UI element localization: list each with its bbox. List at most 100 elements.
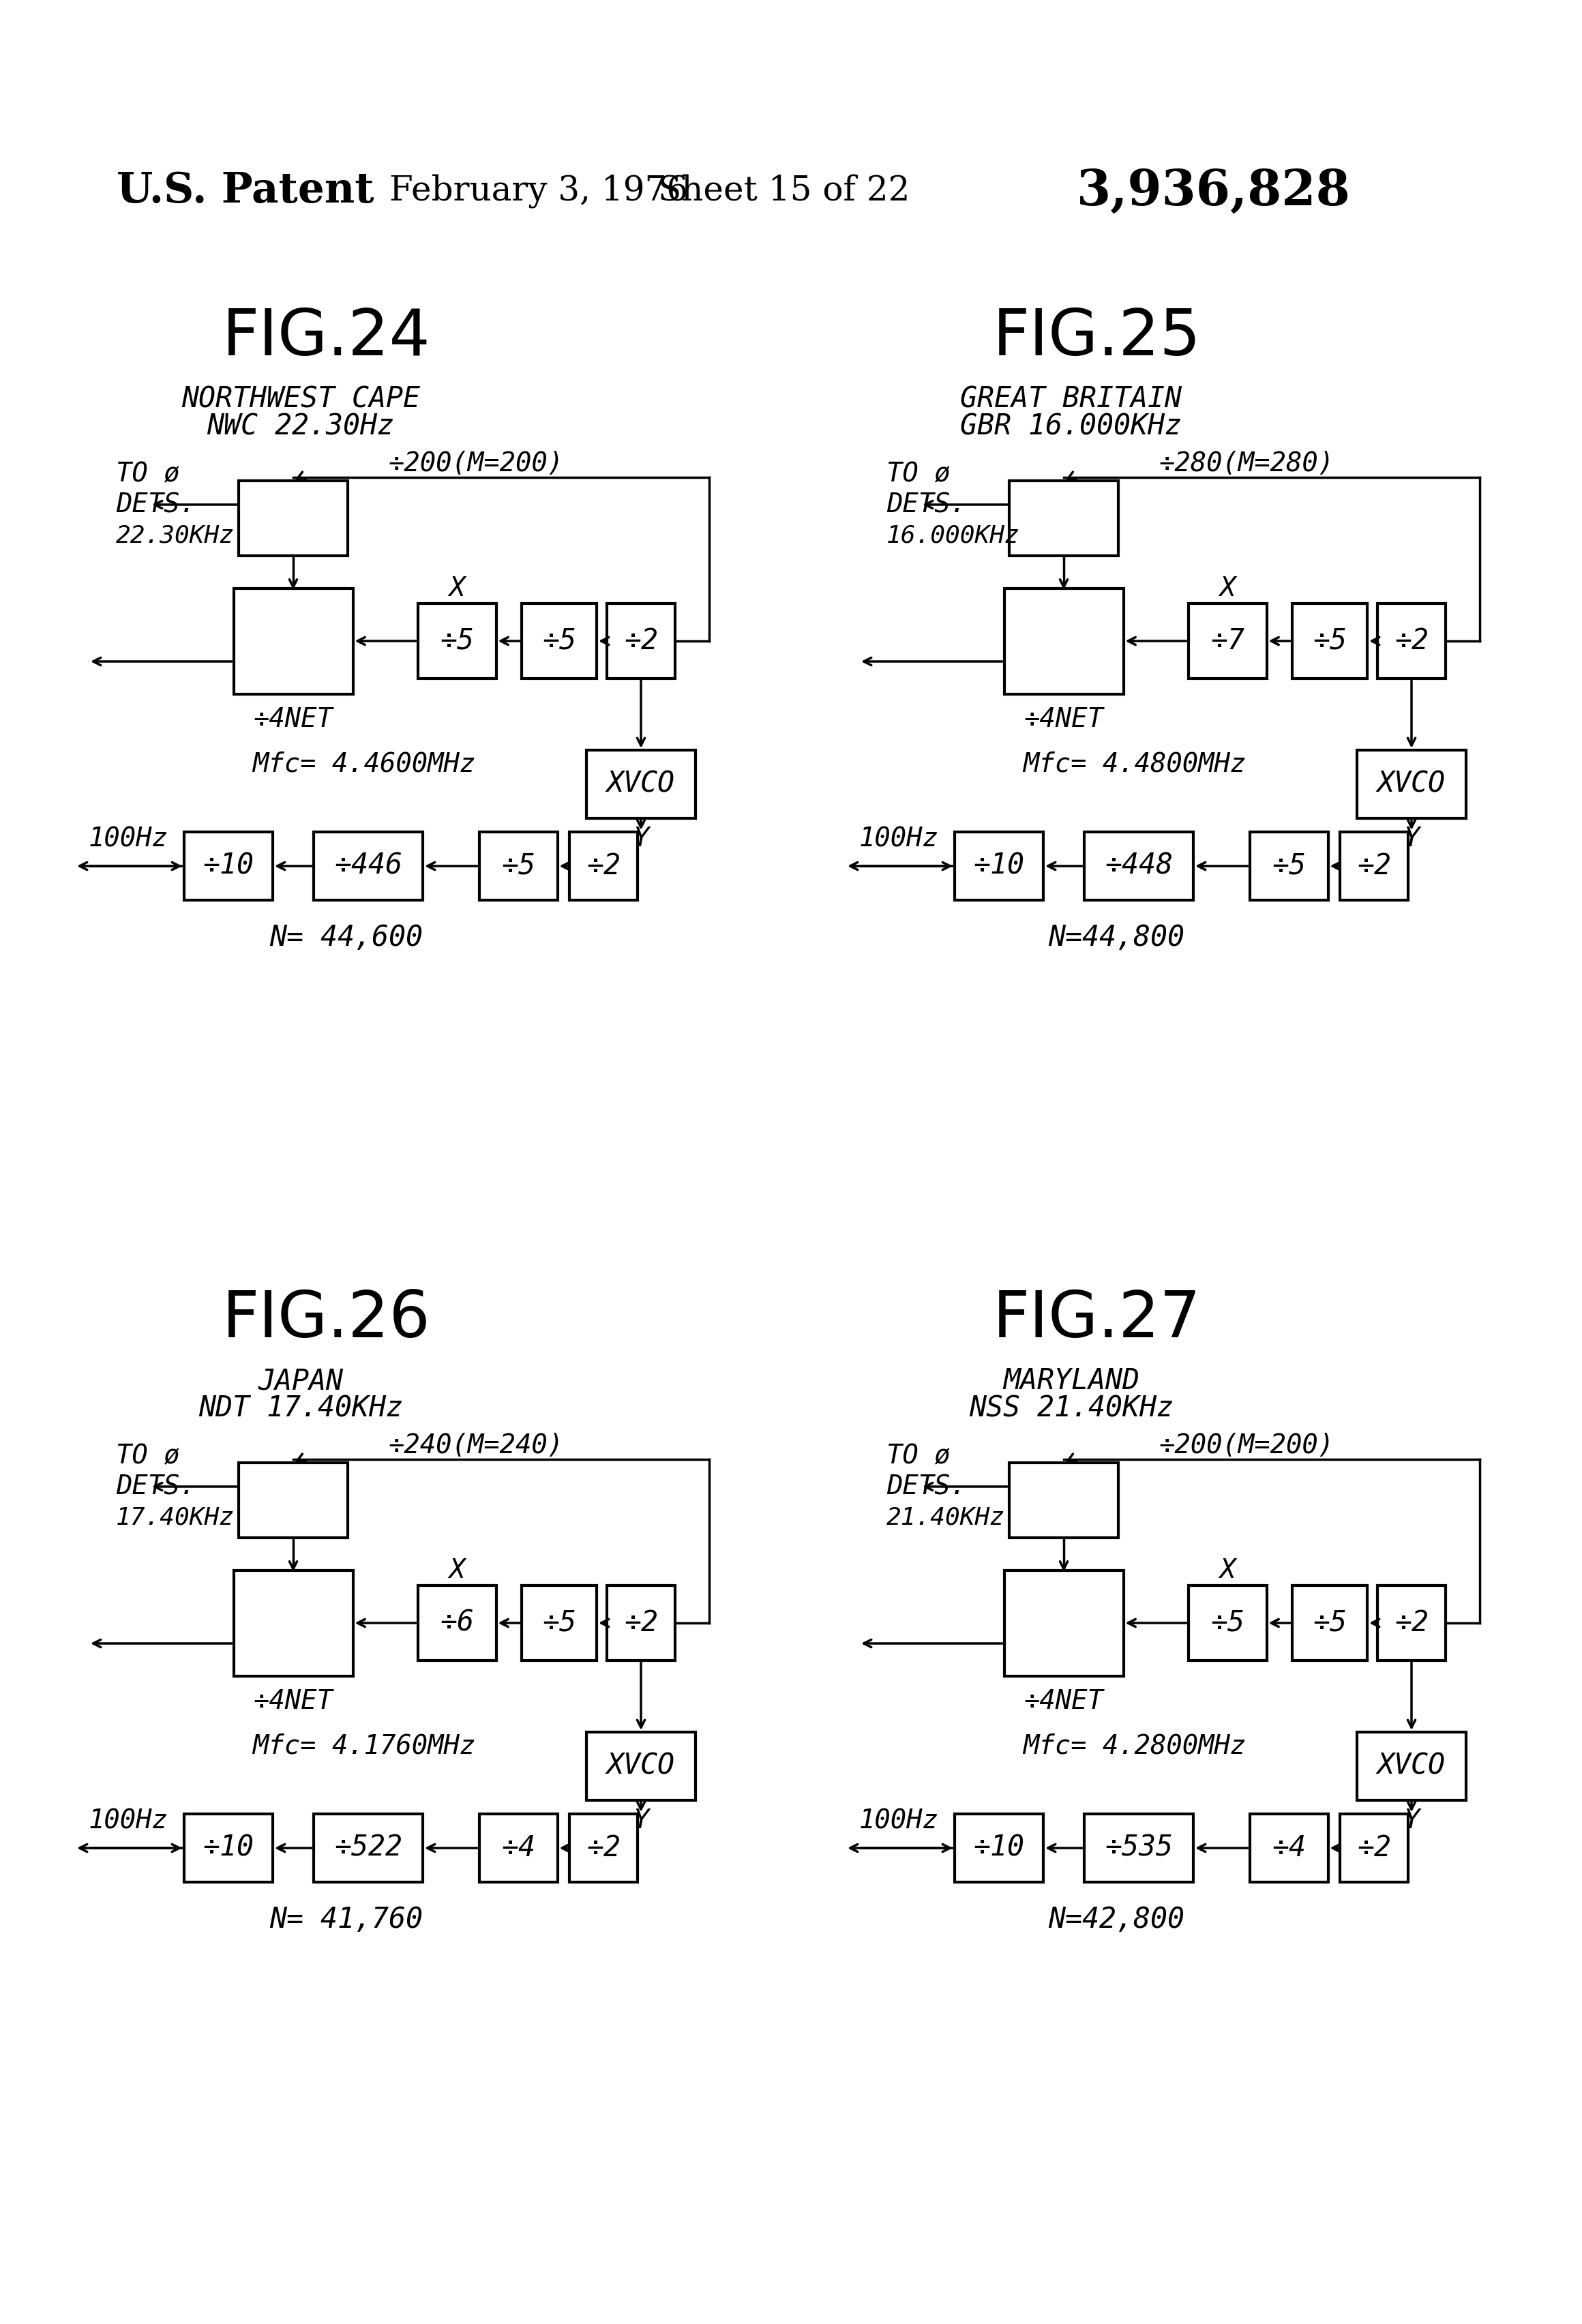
FancyBboxPatch shape <box>522 1585 596 1659</box>
Text: ÷5: ÷5 <box>1272 851 1305 881</box>
Text: MARYLAND: MARYLAND <box>1003 1367 1139 1394</box>
FancyBboxPatch shape <box>1357 1731 1467 1801</box>
Text: TO ø: TO ø <box>886 1443 951 1469</box>
Text: ÷200(M=200): ÷200(M=200) <box>1158 1432 1334 1459</box>
FancyBboxPatch shape <box>184 832 272 899</box>
Text: N=44,800: N=44,800 <box>1049 923 1185 953</box>
Text: 100Hz: 100Hz <box>859 825 938 851</box>
Text: ÷200(M=200): ÷200(M=200) <box>388 451 563 476</box>
Text: FIG.24: FIG.24 <box>223 307 430 370</box>
FancyBboxPatch shape <box>479 1815 557 1882</box>
Text: X: X <box>449 576 465 602</box>
Text: 100Hz: 100Hz <box>89 825 168 851</box>
Text: ÷10: ÷10 <box>202 851 255 881</box>
Text: FIG.26: FIG.26 <box>223 1287 430 1350</box>
Text: ÷280(M=280): ÷280(M=280) <box>1158 451 1334 476</box>
Text: NWC 22.30Hz: NWC 22.30Hz <box>207 411 394 442</box>
Text: ÷2: ÷2 <box>623 1608 658 1638</box>
FancyBboxPatch shape <box>587 1731 696 1801</box>
Text: Y: Y <box>1403 825 1419 851</box>
FancyBboxPatch shape <box>1188 1585 1267 1659</box>
Text: Mfc= 4.2800MHz: Mfc= 4.2800MHz <box>1024 1734 1247 1759</box>
Text: ÷2: ÷2 <box>587 851 620 881</box>
Text: NDT 17.40KHz: NDT 17.40KHz <box>198 1394 403 1422</box>
FancyBboxPatch shape <box>313 832 422 899</box>
FancyBboxPatch shape <box>1084 1815 1193 1882</box>
FancyBboxPatch shape <box>234 1571 353 1676</box>
Text: ÷10: ÷10 <box>973 1834 1025 1862</box>
Text: ÷6: ÷6 <box>440 1608 475 1638</box>
FancyBboxPatch shape <box>1009 1462 1118 1538</box>
Text: ÷4: ÷4 <box>1272 1834 1305 1862</box>
Text: 22.30KHz: 22.30KHz <box>115 523 234 546</box>
Text: ÷5: ÷5 <box>543 627 576 655</box>
Text: XVCO: XVCO <box>607 769 676 799</box>
Text: ÷5: ÷5 <box>1313 1608 1346 1638</box>
Text: Mfc= 4.4800MHz: Mfc= 4.4800MHz <box>1024 751 1247 776</box>
Text: ÷10: ÷10 <box>202 1834 255 1862</box>
Text: ÷7: ÷7 <box>1210 627 1245 655</box>
Text: JAPAN: JAPAN <box>258 1367 343 1394</box>
FancyBboxPatch shape <box>1378 1585 1446 1659</box>
FancyBboxPatch shape <box>1009 481 1118 555</box>
Text: XVCO: XVCO <box>1378 769 1446 799</box>
Text: Y: Y <box>633 825 649 851</box>
Text: Y: Y <box>1403 1808 1419 1834</box>
Text: ÷5: ÷5 <box>1210 1608 1245 1638</box>
Text: Y: Y <box>633 1808 649 1834</box>
Text: NSS 21.40KHz: NSS 21.40KHz <box>968 1394 1174 1422</box>
Text: NORTHWEST CAPE: NORTHWEST CAPE <box>182 383 421 414</box>
Text: 100Hz: 100Hz <box>89 1808 168 1834</box>
FancyBboxPatch shape <box>1378 604 1446 679</box>
Text: ÷2: ÷2 <box>1394 627 1429 655</box>
FancyBboxPatch shape <box>1250 1815 1327 1882</box>
FancyBboxPatch shape <box>1250 832 1327 899</box>
FancyBboxPatch shape <box>954 1815 1043 1882</box>
Text: U.S. Patent: U.S. Patent <box>117 170 375 211</box>
Text: X: X <box>1220 1557 1236 1583</box>
FancyBboxPatch shape <box>587 751 696 818</box>
Text: ÷5: ÷5 <box>501 851 535 881</box>
Text: ÷240(M=240): ÷240(M=240) <box>388 1432 563 1459</box>
Text: X: X <box>449 1557 465 1583</box>
Text: XVCO: XVCO <box>607 1752 676 1780</box>
Text: N= 44,600: N= 44,600 <box>269 923 422 953</box>
Text: XVCO: XVCO <box>1378 1752 1446 1780</box>
FancyBboxPatch shape <box>313 1815 422 1882</box>
FancyBboxPatch shape <box>184 1815 272 1882</box>
Text: 16.000KHz: 16.000KHz <box>886 523 1020 546</box>
Text: ÷5: ÷5 <box>1313 627 1346 655</box>
FancyBboxPatch shape <box>1340 1815 1408 1882</box>
FancyBboxPatch shape <box>239 481 348 555</box>
FancyBboxPatch shape <box>954 832 1043 899</box>
Text: ÷4: ÷4 <box>501 1834 535 1862</box>
Text: Sheet 15 of 22: Sheet 15 of 22 <box>658 174 910 207</box>
FancyBboxPatch shape <box>1340 832 1408 899</box>
Text: ÷535: ÷535 <box>1104 1834 1172 1862</box>
Text: ÷522: ÷522 <box>334 1834 402 1862</box>
Text: ÷2: ÷2 <box>587 1834 620 1862</box>
Text: DETS.: DETS. <box>886 493 967 518</box>
Text: DETS.: DETS. <box>886 1473 967 1499</box>
Text: FIG.27: FIG.27 <box>993 1287 1201 1350</box>
FancyBboxPatch shape <box>418 1585 497 1659</box>
Text: TO ø: TO ø <box>115 460 180 488</box>
FancyBboxPatch shape <box>1188 604 1267 679</box>
Text: GBR 16.000KHz: GBR 16.000KHz <box>960 411 1182 442</box>
FancyBboxPatch shape <box>479 832 557 899</box>
Text: 100Hz: 100Hz <box>859 1808 938 1834</box>
FancyBboxPatch shape <box>607 604 676 679</box>
Text: DETS.: DETS. <box>115 493 196 518</box>
Text: FIG.25: FIG.25 <box>993 307 1201 370</box>
FancyBboxPatch shape <box>1292 604 1367 679</box>
FancyBboxPatch shape <box>1084 832 1193 899</box>
Text: N= 41,760: N= 41,760 <box>269 1906 422 1934</box>
Text: GREAT BRITAIN: GREAT BRITAIN <box>960 383 1182 414</box>
Text: ÷4NET: ÷4NET <box>253 1690 334 1715</box>
FancyBboxPatch shape <box>522 604 596 679</box>
Text: ÷5: ÷5 <box>543 1608 576 1638</box>
Text: ÷4NET: ÷4NET <box>1024 706 1104 732</box>
FancyBboxPatch shape <box>1357 751 1467 818</box>
Text: ÷4NET: ÷4NET <box>253 706 334 732</box>
FancyBboxPatch shape <box>239 1462 348 1538</box>
